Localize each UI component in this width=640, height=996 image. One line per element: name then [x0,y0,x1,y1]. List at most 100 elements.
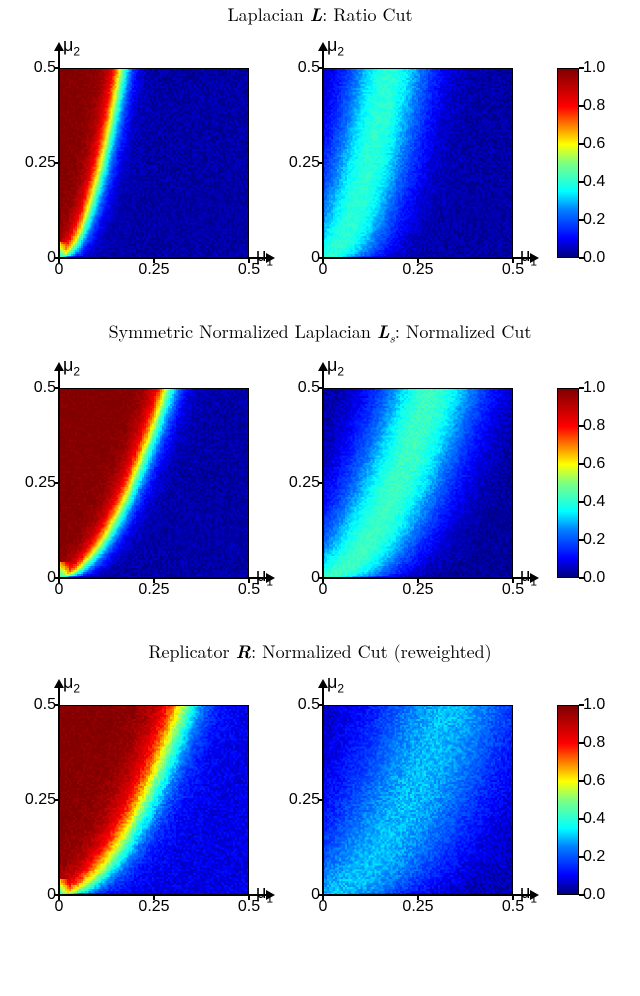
y-axis-label: μ2 [63,355,80,379]
colorbar-tick-mark [579,818,584,820]
y-tick-label: 0.5 [16,59,56,77]
y-axis [58,51,60,259]
colorbar-tick-label: 0.0 [583,569,605,587]
y-tick-label: 0 [16,569,56,587]
y-axis-label: μ2 [63,35,80,59]
colorbar-tick-label: 0.2 [583,531,605,549]
x-tick-label: 0.25 [402,898,433,916]
colorbar-tick-label: 1.0 [583,696,605,714]
x-axis [322,257,530,259]
heatmap-panel: μ2μ100.250.500.250.5 [285,674,537,926]
x-tick-label: 0.25 [402,581,433,599]
colorbar: 0.00.20.40.60.81.0 [549,674,619,926]
heatmap-panel: μ2μ100.250.500.250.5 [21,674,273,926]
colorbar-tick-mark [579,577,584,579]
figure-container: Laplacian L: Ratio Cut μ2μ100.250.500.250… [0,0,640,926]
colorbar-tick-mark [579,856,584,858]
colorbar-tick-mark [579,463,584,465]
y-tick-label: 0.5 [280,379,320,397]
heatmap-panel: μ2μ100.250.500.250.5 [21,37,273,289]
colorbar: 0.0 0.2 0.4 0.6 0.8 1.0 [549,357,619,609]
y-axis [322,371,324,579]
section-title: Symmetric Normalized Laplacian Ls: Norma… [0,317,640,347]
colorbar-tick-label: 0.4 [583,173,605,191]
y-axis [58,371,60,579]
y-axis-label: μ2 [327,35,344,59]
heatmap-canvas [59,68,249,258]
y-axis-label: μ2 [327,672,344,696]
heatmap-canvas [59,705,249,895]
y-tick-label: 0.25 [16,154,56,172]
y-tick-label: 0.5 [16,696,56,714]
colorbar: 0.0 0.2 0.4 0.6 0.8 1.0 [549,37,619,289]
y-tick-label: 0.25 [280,154,320,172]
colorbar-tick-mark [579,181,584,183]
colorbar-tick-label: 0.6 [583,135,605,153]
x-axis [58,894,266,896]
y-tick-label: 0 [280,886,320,904]
y-tick-label: 0 [280,249,320,267]
y-axis [322,688,324,896]
heatmap-canvas [323,388,513,578]
x-tick-label: 0.25 [138,898,169,916]
colorbar-tick-mark [579,67,584,69]
section-replicator: Replicator R: Normalized Cut (reweighted… [0,637,640,926]
colorbar-tick-mark [579,219,584,221]
y-axis-label: μ2 [327,355,344,379]
x-axis [322,894,530,896]
x-axis [322,577,530,579]
section-title: Laplacian L: Ratio Cut [0,0,640,27]
y-tick-label: 0 [280,569,320,587]
y-axis [322,51,324,259]
colorbar-tick-label: 0.0 [583,886,605,904]
colorbar-tick-mark [579,780,584,782]
colorbar-tick-label: 0.8 [583,417,605,435]
x-tick-label: 0.25 [138,581,169,599]
x-tick-label: 0.5 [238,898,260,916]
heatmap-canvas [323,68,513,258]
colorbar-tick-mark [579,704,584,706]
colorbar-tick-label: 0.0 [583,249,605,267]
colorbar-tick-mark [579,894,584,896]
x-axis [58,257,266,259]
colorbar-tick-label: 0.8 [583,97,605,115]
x-tick-label: 0.25 [402,261,433,279]
x-tick-label: 0.5 [502,261,524,279]
plots-row: μ2μ100.250.500.250.5μ2μ100.250.500.250.5… [0,357,640,609]
heatmap-panel: μ2μ100.250.500.250.5 [285,37,537,289]
colorbar-gradient [557,388,579,578]
y-tick-label: 0.5 [16,379,56,397]
colorbar-tick-mark [579,425,584,427]
x-axis [58,577,266,579]
y-tick-label: 0.5 [280,59,320,77]
x-tick-label: 0.25 [138,261,169,279]
colorbar-tick-label: 1.0 [583,59,605,77]
y-tick-label: 0.5 [280,696,320,714]
colorbar-tick-label: 0.4 [583,493,605,511]
colorbar-tick-label: 0.6 [583,455,605,473]
colorbar-tick-label: 0.6 [583,772,605,790]
y-tick-label: 0.25 [16,474,56,492]
section-symlap: Symmetric Normalized Laplacian Ls: Norma… [0,317,640,609]
heatmap-canvas [59,388,249,578]
x-tick-label: 0.5 [502,898,524,916]
colorbar-tick-label: 0.8 [583,734,605,752]
colorbar-tick-label: 0.2 [583,848,605,866]
heatmap-panel: μ2μ100.250.500.250.5 [21,357,273,609]
y-tick-label: 0.25 [280,791,320,809]
colorbar-tick-mark [579,387,584,389]
heatmap-panel: μ2μ100.250.500.250.5 [285,357,537,609]
y-tick-label: 0 [16,249,56,267]
colorbar-tick-mark [579,539,584,541]
x-tick-label: 0.5 [238,581,260,599]
y-tick-label: 0.25 [280,474,320,492]
heatmap-canvas [323,705,513,895]
y-axis-label: μ2 [63,672,80,696]
y-axis [58,688,60,896]
colorbar-tick-label: 0.2 [583,211,605,229]
section-laplacian: Laplacian L: Ratio Cut μ2μ100.250.500.250… [0,0,640,289]
colorbar-tick-mark [579,501,584,503]
colorbar-tick-mark [579,143,584,145]
colorbar-tick-mark [579,105,584,107]
colorbar-tick-label: 1.0 [583,379,605,397]
